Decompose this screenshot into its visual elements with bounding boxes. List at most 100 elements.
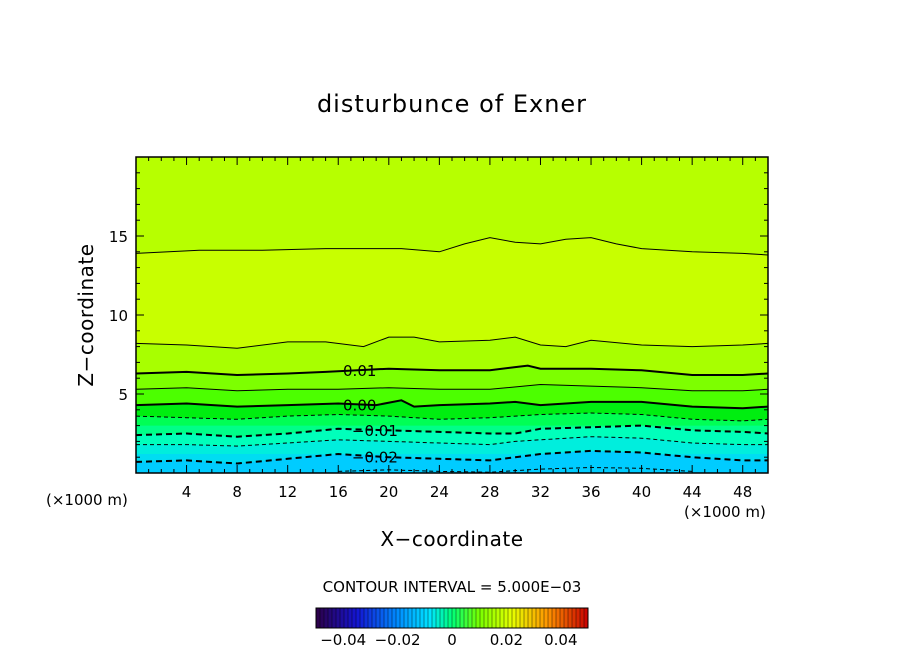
- colorbar-swatch: [316, 608, 321, 628]
- x-tick-label: 36: [581, 483, 600, 501]
- colorbar-swatch: [376, 608, 381, 628]
- colorbar-swatch: [416, 608, 421, 628]
- colorbar-swatch: [340, 608, 345, 628]
- contour-labels: 0.01 0.00 −0.01 −0.02: [343, 362, 398, 466]
- colorbar-swatch: [584, 608, 589, 628]
- colorbar-swatch: [352, 608, 357, 628]
- x-unit-label-right: (×1000 m): [684, 503, 766, 521]
- colorbar-swatch: [364, 608, 369, 628]
- colorbar-swatch: [512, 608, 517, 628]
- colorbar-swatch: [500, 608, 505, 628]
- colorbar-swatch: [556, 608, 561, 628]
- contour-line: [136, 449, 768, 465]
- colorbar-swatch: [388, 608, 393, 628]
- colorbar-swatch: [524, 608, 529, 628]
- contour-lines: [136, 237, 768, 473]
- colorbar-swatch: [332, 608, 337, 628]
- contour-line: [136, 412, 768, 422]
- y-axis-label: Z−coordinate: [74, 243, 98, 386]
- contour-line: [136, 237, 768, 256]
- colorbar-swatch: [544, 608, 549, 628]
- colorbar-swatch: [572, 608, 577, 628]
- colorbar-swatch: [348, 608, 353, 628]
- colorbar-swatch: [576, 608, 581, 628]
- colorbar-swatch: [452, 608, 457, 628]
- y-tick-label: 10: [109, 307, 128, 325]
- colorbar-tick-label: −0.04: [320, 631, 366, 649]
- colorbar-swatch: [444, 608, 449, 628]
- colorbar-swatch: [484, 608, 489, 628]
- colorbar-swatch: [448, 608, 453, 628]
- contour-interval-label: CONTOUR INTERVAL = 5.000E−03: [323, 578, 582, 596]
- colorbar-swatch: [380, 608, 385, 628]
- x-tick-label: 40: [632, 483, 651, 501]
- colorbar-tick-label: 0: [447, 631, 457, 649]
- colorbar-swatch: [560, 608, 565, 628]
- colorbar-swatch: [496, 608, 501, 628]
- colorbar-swatch: [412, 608, 417, 628]
- colorbar-swatch: [336, 608, 341, 628]
- colorbar: [315, 607, 589, 629]
- colorbar-swatch: [324, 608, 329, 628]
- colorbar-swatch: [428, 608, 433, 628]
- colorbar-swatch: [540, 608, 545, 628]
- colorbar-swatch: [492, 608, 497, 628]
- colorbar-swatch: [460, 608, 465, 628]
- contour-label: 0.00: [343, 396, 376, 414]
- colorbar-swatch: [372, 608, 377, 628]
- colorbar-frame: [315, 607, 589, 629]
- colorbar-swatch: [580, 608, 585, 628]
- contour-line: [136, 424, 768, 438]
- x-unit-label-left: (×1000 m): [46, 491, 128, 509]
- colorbar-swatch: [392, 608, 397, 628]
- colorbar-swatch: [476, 608, 481, 628]
- y-tick-label: 15: [109, 228, 128, 246]
- colorbar-swatch: [436, 608, 441, 628]
- x-tick-label: 28: [480, 483, 499, 501]
- colorbar-swatch: [532, 608, 537, 628]
- colorbar-swatch: [520, 608, 525, 628]
- colorbar-swatch: [384, 608, 389, 628]
- colorbar-swatch: [360, 608, 365, 628]
- colorbar-swatch: [396, 608, 401, 628]
- x-tick-label: 16: [329, 483, 348, 501]
- x-tick-label: 8: [232, 483, 242, 501]
- colorbar-swatch: [552, 608, 557, 628]
- colorbar-swatch: [528, 608, 533, 628]
- x-tick-label: 12: [278, 483, 297, 501]
- colorbar-swatch: [504, 608, 509, 628]
- x-tick-label: 48: [733, 483, 752, 501]
- colorbar-swatch: [404, 608, 409, 628]
- contour-line: [136, 399, 768, 410]
- contour-line: [136, 364, 768, 377]
- y-tick-label: 5: [118, 386, 128, 404]
- colorbar-swatch: [568, 608, 573, 628]
- colorbar-swatch: [468, 608, 473, 628]
- colorbar-swatch: [548, 608, 553, 628]
- colorbar-swatch: [464, 608, 469, 628]
- x-tick-label: 20: [379, 483, 398, 501]
- contour-label: −0.01: [352, 422, 398, 440]
- colorbar-swatch: [432, 608, 437, 628]
- colorbar-swatch: [344, 608, 349, 628]
- x-tick-label: 24: [430, 483, 449, 501]
- colorbar-swatch: [564, 608, 569, 628]
- colorbar-swatch: [472, 608, 477, 628]
- colorbar-swatch: [480, 608, 485, 628]
- colorbar-swatch: [368, 608, 373, 628]
- colorbar-swatch: [420, 608, 425, 628]
- colorbar-swatch: [328, 608, 333, 628]
- colorbar-swatch: [356, 608, 361, 628]
- colorbar-tick-labels: −0.04 −0.02 0 0.02 0.04: [320, 631, 577, 649]
- colorbar-swatch: [320, 608, 325, 628]
- contour-label: −0.02: [352, 448, 398, 466]
- colorbar-swatch: [488, 608, 493, 628]
- color-band: [136, 450, 768, 473]
- colorbar-swatch: [408, 608, 413, 628]
- colorbar-swatch: [536, 608, 541, 628]
- colorbar-swatch: [440, 608, 445, 628]
- plot-area: 0.010.00−0.01−0.02 4 8 12 16 20 24 28 32 36 40 44 4…: [109, 156, 769, 501]
- x-tick-label: 4: [182, 483, 192, 501]
- contour-line: [136, 383, 768, 392]
